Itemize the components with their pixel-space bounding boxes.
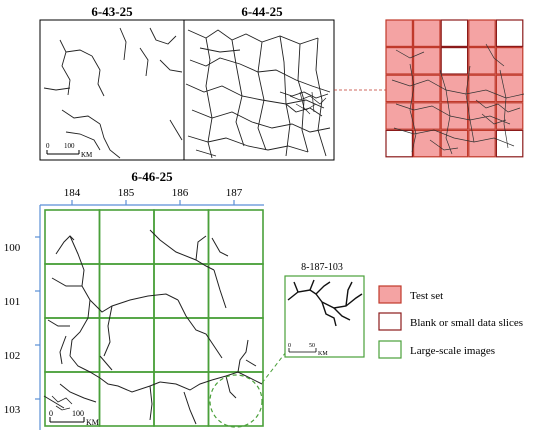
zoom-scale-bar: 0 50 KM: [288, 343, 328, 357]
test-set-tile: [495, 46, 524, 75]
bottom-map-cluster: [51, 395, 73, 411]
bottom-map-roads: [43, 229, 263, 425]
large-scale-cell: [207, 317, 264, 373]
test-set-grid: [385, 19, 525, 158]
zoom-connector-line: [261, 351, 287, 384]
test-set-tile: [468, 74, 496, 103]
zoom-scale-start: 0: [288, 343, 291, 349]
test-set-tile: [495, 102, 524, 130]
bottom-scale-start: 0: [49, 409, 53, 418]
large-scale-cell: [207, 209, 264, 265]
top-scale-unit: KM: [81, 151, 93, 159]
row-label-101: 101: [4, 296, 21, 308]
test-set-tile: [468, 46, 496, 75]
blank-tile: [495, 129, 524, 158]
large-scale-cell: [98, 371, 155, 427]
test-set-tile: [413, 74, 441, 103]
test-set-tile: [440, 102, 469, 130]
test-set-tile: [468, 129, 496, 158]
test-set-tile: [385, 102, 413, 130]
large-scale-cell: [98, 263, 155, 319]
zoom-inset: 8-187-103 0 50 KM: [284, 262, 365, 358]
test-set-tile: [413, 46, 441, 75]
top-right-map-title: 6-44-25: [241, 4, 283, 19]
legend-swatch-large-scale: [378, 340, 402, 359]
large-scale-cell: [207, 371, 264, 427]
top-scale-bar: 0 100 KM: [46, 142, 93, 159]
zoom-inset-frame: [284, 275, 365, 358]
test-set-tile: [385, 74, 413, 103]
zoom-scale-end: 50: [309, 343, 315, 349]
top-scale-start: 0: [46, 142, 50, 150]
legend-label-blank-slices: Blank or small data slices: [410, 317, 523, 329]
blank-tile: [440, 19, 469, 47]
top-scale-end: 100: [64, 142, 75, 150]
column-label-184: 184: [64, 187, 81, 199]
large-scale-cell: [44, 209, 101, 265]
test-set-tile: [468, 102, 496, 130]
test-set-tile: [468, 19, 496, 47]
top-map-panel: 6-43-25 6-44-25 0 100 KM: [39, 4, 386, 161]
blank-tile: [440, 46, 469, 75]
top-right-map-roads: [185, 29, 331, 159]
row-label-102: 102: [4, 350, 21, 362]
bottom-map-title: 6-46-25: [131, 169, 173, 184]
row-label-100: 100: [4, 242, 21, 254]
legend-label-test-set: Test set: [410, 290, 443, 302]
blank-tile: [385, 129, 413, 158]
legend: Test set Blank or small data slices Larg…: [378, 285, 523, 359]
test-set-grid-roads: [391, 43, 525, 155]
large-scale-cell: [153, 317, 210, 373]
large-scale-cell: [153, 209, 210, 265]
zoom-inset-roads: [287, 279, 363, 327]
column-label-187: 187: [226, 187, 243, 199]
bottom-scale-end: 100: [72, 409, 84, 418]
legend-swatch-blank-slices: [378, 312, 402, 331]
top-left-map-title: 6-43-25: [91, 4, 133, 19]
test-set-tile: [413, 19, 441, 47]
column-label-186: 186: [172, 187, 189, 199]
large-scale-cell: [207, 263, 264, 319]
column-label-185: 185: [118, 187, 135, 199]
large-scale-cell: [44, 317, 101, 373]
test-set-tile: [495, 74, 524, 103]
legend-label-large-scale: Large-scale images: [410, 345, 495, 357]
top-left-map-roads: [43, 27, 183, 159]
large-scale-cell: [98, 209, 155, 265]
blank-tile: [495, 19, 524, 47]
large-scale-cell: [44, 263, 101, 319]
bottom-scale-bar: 0 100 KM: [49, 409, 99, 427]
bottom-scale-unit: KM: [86, 418, 99, 427]
row-label-103: 103: [4, 404, 21, 416]
large-scale-cell: [153, 263, 210, 319]
test-set-tile: [413, 102, 441, 130]
large-scale-grid: [44, 209, 264, 427]
bottom-map-panel: 6-46-25 184 185 186 187 100 101 102 103: [4, 169, 287, 430]
top-right-map-cluster: [289, 91, 327, 115]
legend-swatch-test-set: [378, 285, 402, 304]
test-set-tile: [385, 19, 413, 47]
zoom-highlight-circle: [209, 374, 263, 428]
zoom-scale-unit: KM: [318, 351, 328, 357]
test-set-tile: [413, 129, 441, 158]
top-map-frame: [39, 19, 335, 161]
large-scale-cell: [153, 371, 210, 427]
zoom-inset-title: 8-187-103: [301, 262, 343, 273]
